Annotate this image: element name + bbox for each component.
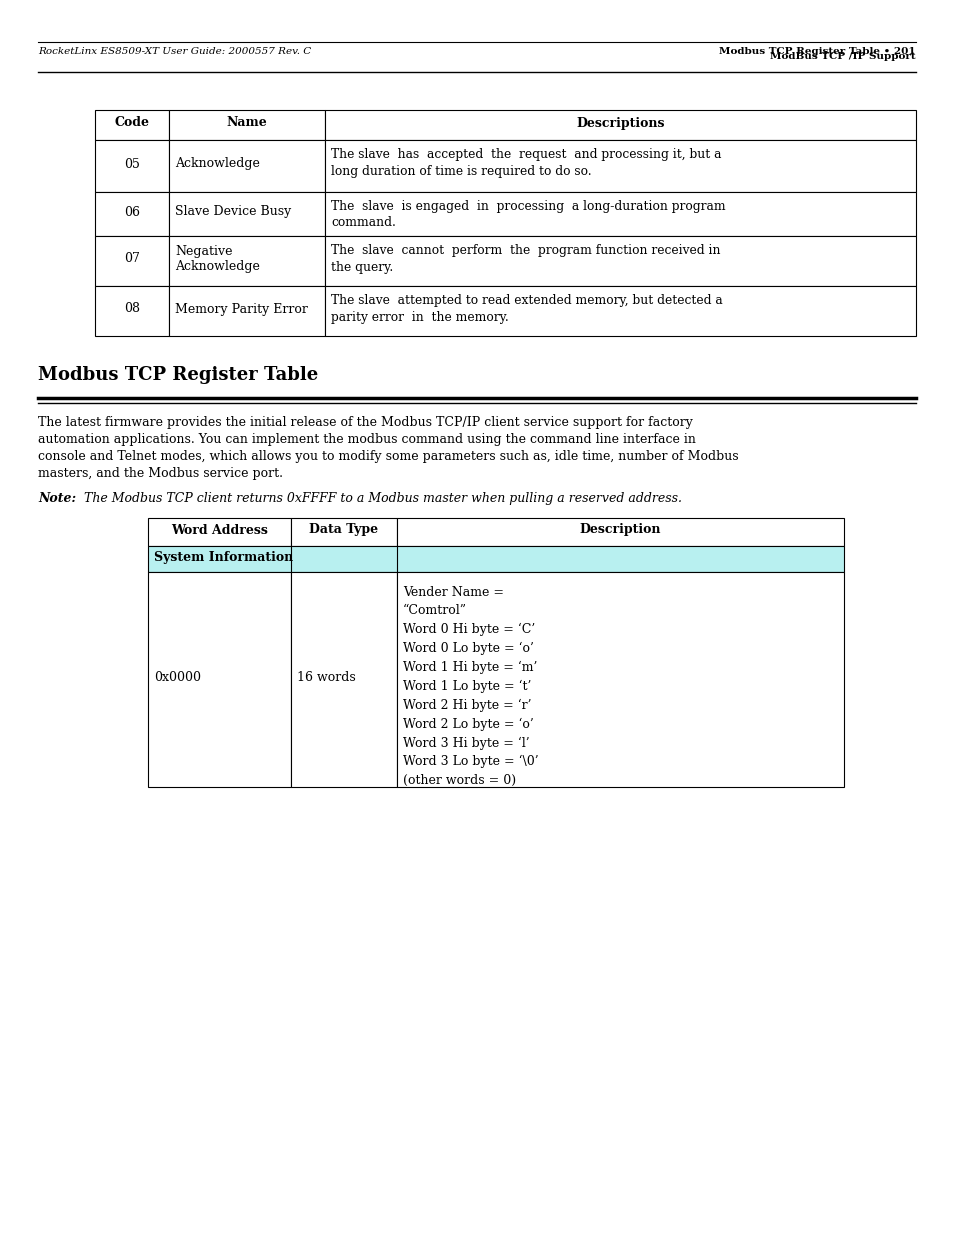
Text: 06: 06 (124, 205, 140, 219)
Bar (95, 191, 169, 236)
Text: Modbus TCP Register Table: Modbus TCP Register Table (38, 366, 318, 384)
Text: The slave  has  accepted  the  request  and processing it, but a
long duration o: The slave has accepted the request and p… (331, 148, 720, 178)
Bar (396, 517, 843, 546)
Bar (396, 572, 843, 787)
Text: Descriptions: Descriptions (576, 116, 664, 130)
Text: The slave  attempted to read extended memory, but detected a
parity error  in  t: The slave attempted to read extended mem… (331, 294, 721, 324)
Text: 16 words: 16 words (296, 671, 355, 684)
Bar (95, 140, 169, 191)
Bar (148, 517, 291, 546)
Text: ModBus TCP /IP Support: ModBus TCP /IP Support (770, 52, 915, 61)
Text: The Modbus TCP client returns 0xFFFF to a Modbus master when pulling a reserved : The Modbus TCP client returns 0xFFFF to … (76, 492, 681, 505)
Text: 0x0000: 0x0000 (153, 671, 201, 684)
Text: Memory Parity Error: Memory Parity Error (174, 303, 308, 315)
Text: Note:: Note: (38, 492, 76, 505)
Bar (291, 517, 396, 546)
Bar (169, 140, 325, 191)
Bar (169, 236, 325, 287)
Text: Vender Name =
“Comtrol”
Word 0 Hi byte = ‘C’
Word 0 Lo byte = ‘o’
Word 1 Hi byte: Vender Name = “Comtrol” Word 0 Hi byte =… (403, 585, 538, 787)
Text: The  slave  is engaged  in  processing  a long-duration program
command.: The slave is engaged in processing a lon… (331, 200, 724, 230)
Text: 07: 07 (124, 252, 140, 266)
Text: 05: 05 (124, 158, 140, 170)
Text: Description: Description (579, 524, 660, 536)
Text: Data Type: Data Type (309, 524, 378, 536)
Bar (169, 191, 325, 236)
Bar (325, 140, 915, 191)
Bar (148, 546, 843, 572)
Text: Modbus TCP Register Table • 201: Modbus TCP Register Table • 201 (719, 47, 915, 56)
Bar (148, 572, 291, 787)
Bar (291, 572, 396, 787)
Text: RocketLinx ES8509-XT User Guide: 2000557 Rev. C: RocketLinx ES8509-XT User Guide: 2000557… (38, 47, 311, 56)
Text: Word Address: Word Address (171, 524, 268, 536)
Text: Negative
Acknowledge: Negative Acknowledge (174, 245, 259, 273)
Bar (95, 110, 169, 140)
Text: System Information: System Information (153, 551, 293, 563)
Bar (325, 110, 915, 140)
Text: 08: 08 (124, 303, 140, 315)
Bar (169, 287, 325, 336)
Text: Acknowledge: Acknowledge (174, 158, 259, 170)
Text: The  slave  cannot  perform  the  program function received in
the query.: The slave cannot perform the program fun… (331, 245, 720, 273)
Bar (325, 287, 915, 336)
Text: Code: Code (114, 116, 150, 130)
Bar (169, 110, 325, 140)
Bar (95, 287, 169, 336)
Bar (95, 236, 169, 287)
Text: Name: Name (226, 116, 267, 130)
Bar (325, 236, 915, 287)
Text: Slave Device Busy: Slave Device Busy (174, 205, 291, 219)
Bar (325, 191, 915, 236)
Text: The latest firmware provides the initial release of the Modbus TCP/IP client ser: The latest firmware provides the initial… (38, 416, 738, 480)
